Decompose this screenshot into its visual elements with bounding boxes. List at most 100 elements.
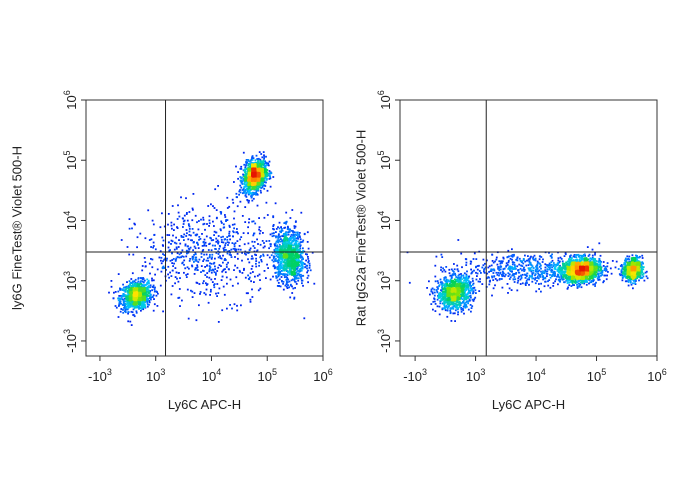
event-dot — [281, 270, 283, 272]
event-dot — [206, 276, 208, 278]
event-dot — [599, 254, 602, 257]
event-dot — [238, 193, 240, 196]
event-dot — [259, 160, 261, 163]
event-dot — [469, 287, 472, 289]
event-dot — [187, 317, 190, 320]
event-dot — [285, 250, 288, 252]
event-dot — [284, 241, 287, 243]
event-dot — [276, 279, 279, 282]
event-dot — [232, 231, 235, 234]
event-dot — [439, 281, 442, 284]
event-dot — [472, 258, 475, 260]
event-dot — [286, 243, 289, 246]
event-dot — [599, 263, 601, 266]
event-dot — [166, 234, 169, 236]
event-dot — [190, 239, 192, 242]
event-dots — [108, 151, 316, 326]
event-dot — [282, 242, 285, 245]
event-dot — [194, 258, 197, 261]
event-dot — [294, 225, 297, 228]
event-dot — [634, 282, 636, 284]
event-dot — [538, 258, 541, 261]
event-dot — [256, 204, 259, 207]
event-dot — [260, 175, 263, 177]
event-dot — [280, 231, 282, 234]
event-dot — [123, 307, 125, 309]
event-dot — [131, 305, 133, 308]
event-dot — [131, 293, 134, 295]
event-dot — [274, 266, 277, 269]
event-dot — [449, 274, 452, 277]
event-dot — [438, 285, 440, 288]
event-dot — [540, 272, 543, 275]
event-dot — [469, 262, 472, 265]
event-dot — [122, 309, 124, 311]
event-dot — [131, 282, 134, 284]
event-dot — [159, 284, 162, 287]
event-dot — [284, 232, 287, 235]
event-dot — [529, 263, 532, 265]
event-dot — [149, 286, 151, 289]
event-dot — [436, 290, 438, 293]
event-dot — [572, 284, 574, 286]
event-dot — [225, 276, 228, 279]
event-dot — [252, 174, 255, 177]
event-dot — [441, 282, 443, 285]
event-dot — [256, 175, 259, 178]
event-dot — [293, 231, 296, 234]
event-dot — [475, 258, 478, 260]
event-dot — [498, 260, 501, 263]
event-dot — [284, 234, 286, 236]
event-dot — [188, 211, 191, 213]
event-dot — [263, 173, 266, 175]
event-dot — [300, 252, 303, 255]
event-dot — [511, 270, 513, 273]
event-dot — [296, 277, 299, 280]
event-dot — [510, 289, 513, 291]
event-dot — [202, 280, 205, 282]
event-dot — [198, 236, 201, 238]
event-dot — [451, 306, 454, 309]
event-dot — [450, 275, 453, 278]
event-dot — [235, 248, 238, 251]
event-dot — [261, 183, 264, 185]
event-dot — [249, 272, 252, 275]
event-dot — [194, 253, 197, 256]
event-dot — [203, 243, 206, 245]
event-dot — [210, 278, 213, 281]
event-dot — [191, 296, 194, 298]
event-dot — [198, 304, 200, 307]
event-dot — [512, 268, 515, 270]
event-dot — [479, 280, 481, 283]
event-dot — [292, 248, 295, 251]
event-dot — [271, 235, 274, 238]
event-dot — [272, 275, 274, 278]
event-dot — [196, 241, 199, 244]
event-dot — [262, 163, 264, 166]
event-dot — [501, 286, 504, 289]
event-dot — [142, 284, 145, 287]
event-dot — [213, 284, 215, 286]
event-dot — [136, 304, 139, 307]
event-dot — [180, 236, 183, 238]
event-dot — [560, 258, 563, 260]
event-dot — [554, 280, 556, 283]
event-dot — [272, 216, 275, 219]
event-dot — [517, 277, 520, 280]
event-dot — [133, 305, 135, 308]
event-dot — [272, 260, 275, 263]
event-dot — [255, 257, 257, 260]
event-dot — [224, 258, 226, 260]
event-dot — [498, 267, 500, 270]
event-dot — [252, 165, 254, 167]
event-dot — [463, 272, 466, 275]
event-dot — [228, 205, 231, 208]
event-dot — [150, 246, 152, 248]
event-dot — [442, 267, 444, 270]
event-dot — [138, 306, 141, 309]
event-dot — [557, 263, 559, 266]
event-dot — [125, 306, 128, 309]
event-dot — [198, 238, 200, 241]
event-dot — [589, 259, 592, 262]
event-dot — [245, 168, 248, 170]
